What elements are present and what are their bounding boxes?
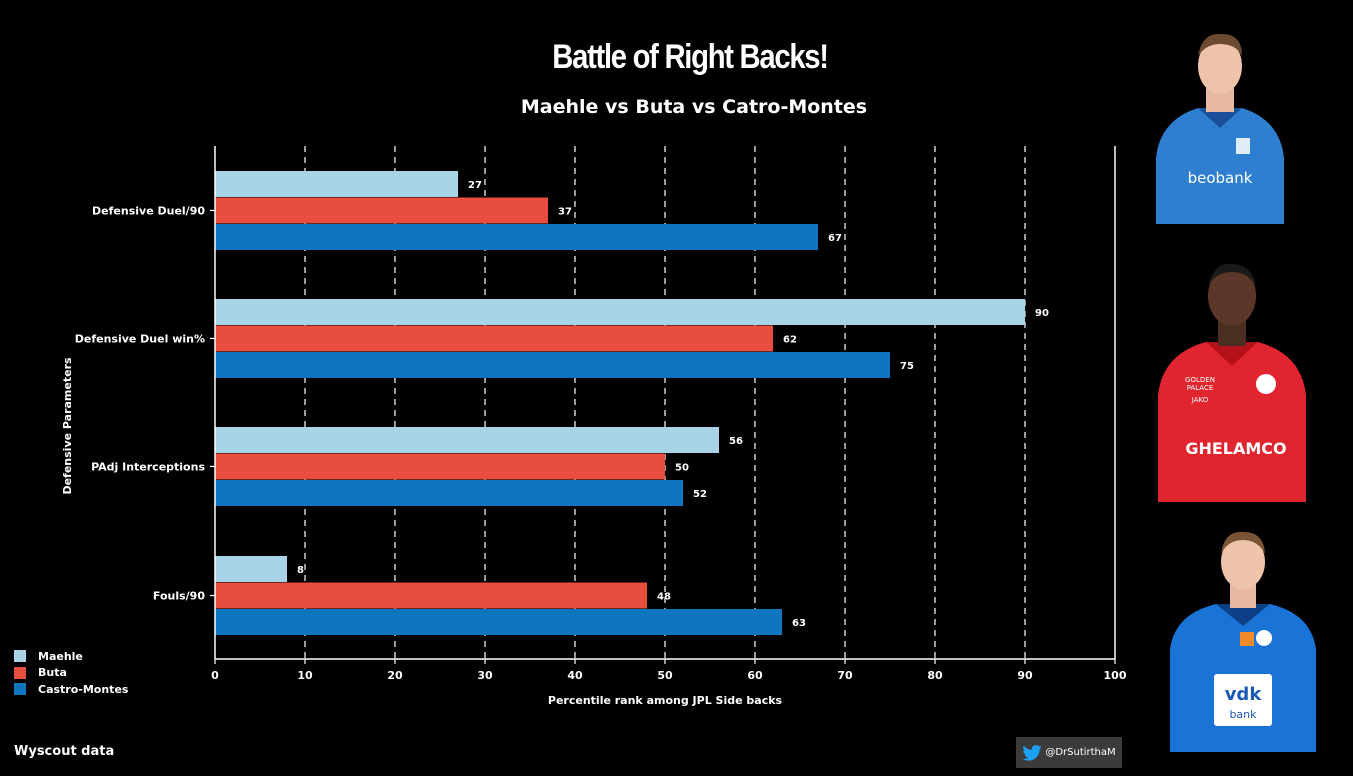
- bar-value-label: 67: [828, 233, 842, 244]
- y-axis-title: Defensive Parameters: [61, 357, 74, 495]
- source-note: Wyscout data: [14, 744, 115, 759]
- bar-buta: [215, 582, 647, 609]
- bar-castro-montes: [215, 480, 683, 506]
- bar-buta: [215, 325, 773, 352]
- svg-text:PALACE: PALACE: [1187, 384, 1214, 392]
- x-tick-label: 100: [1104, 669, 1127, 682]
- category-label: Fouls/90: [153, 590, 205, 603]
- legend-label: Buta: [38, 666, 67, 680]
- twitter-bird-icon: [1022, 744, 1042, 761]
- legend-item-maehle: Maehle: [14, 648, 128, 665]
- bar-value-label: 48: [657, 592, 671, 603]
- category-label: PAdj Interceptions: [91, 461, 205, 474]
- legend-item-castro-montes: Castro-Montes: [14, 681, 128, 698]
- bar-value-label: 37: [558, 207, 572, 218]
- legend-item-buta: Buta: [14, 665, 128, 682]
- x-tick-label: 50: [657, 669, 673, 682]
- bar-maehle: [215, 427, 719, 453]
- x-tick-label: 40: [567, 669, 583, 682]
- bar-value-label: 50: [675, 463, 689, 474]
- svg-text:GOLDEN: GOLDEN: [1185, 376, 1215, 384]
- bar-maehle: [215, 556, 287, 582]
- maehle-photo: beobank: [1146, 33, 1294, 230]
- bar-buta: [215, 453, 665, 480]
- legend-swatch: [14, 683, 26, 696]
- buta-photo: GOLDEN PALACE JAKO GHELAMCO: [1158, 263, 1306, 502]
- category-label: Defensive Duel win%: [75, 333, 205, 346]
- twitter-credit[interactable]: @DrSutirthaM: [1016, 737, 1122, 768]
- x-tick-label: 20: [387, 669, 403, 682]
- bar-castro-montes: [215, 224, 818, 250]
- bar-value-label: 63: [792, 618, 806, 629]
- bar-maehle: [215, 299, 1025, 325]
- svg-text:JAKO: JAKO: [1191, 396, 1209, 404]
- x-tick-label: 60: [747, 669, 763, 682]
- bar-value-label: 56: [729, 436, 743, 447]
- x-tick-label: 10: [297, 669, 313, 682]
- legend-label: Maehle: [38, 649, 83, 663]
- category-label: Defensive Duel/90: [92, 205, 205, 218]
- svg-text:beobank: beobank: [1188, 169, 1253, 187]
- credit-handle: @DrSutirthaM: [1045, 747, 1116, 758]
- bar-maehle: [215, 171, 458, 197]
- x-tick-label: 70: [837, 669, 853, 682]
- bar-value-label: 27: [468, 180, 482, 191]
- bar-value-label: 90: [1035, 308, 1049, 319]
- chart-subtitle: Maehle vs Buta vs Catro-Montes: [520, 96, 868, 118]
- x-tick-label: 80: [927, 669, 943, 682]
- castro-montes-photo: vdk bank: [1170, 531, 1316, 752]
- x-axis-title: Percentile rank among JPL Side backs: [548, 694, 783, 707]
- bar-value-label: 75: [900, 361, 914, 372]
- legend-swatch: [14, 666, 26, 679]
- x-tick-label: 90: [1017, 669, 1033, 682]
- bar-value-label: 8: [297, 565, 304, 576]
- bar-castro-montes: [215, 609, 782, 635]
- bar-castro-montes: [215, 352, 890, 378]
- svg-text:GHELAMCO: GHELAMCO: [1185, 439, 1286, 458]
- x-tick-label: 30: [477, 669, 493, 682]
- bar-value-label: 52: [693, 489, 707, 500]
- legend-swatch: [14, 650, 26, 663]
- chart-title: Battle of Right Backs!: [552, 38, 829, 76]
- svg-text:vdk: vdk: [1225, 684, 1263, 705]
- legend: Maehle Buta Castro-Montes: [14, 648, 128, 698]
- legend-label: Castro-Montes: [38, 682, 129, 696]
- x-tick-label: 0: [211, 669, 219, 682]
- bar-buta: [215, 197, 548, 224]
- svg-text:bank: bank: [1229, 708, 1257, 721]
- bar-value-label: 62: [783, 335, 797, 346]
